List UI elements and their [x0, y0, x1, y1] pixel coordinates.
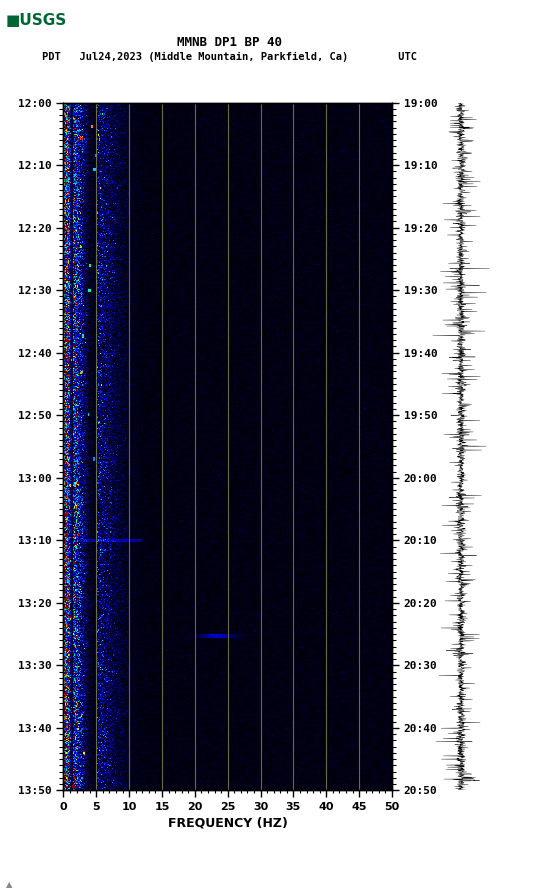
Text: MMNB DP1 BP 40: MMNB DP1 BP 40 [177, 36, 282, 49]
Text: PDT   Jul24,2023 (Middle Mountain, Parkfield, Ca)        UTC: PDT Jul24,2023 (Middle Mountain, Parkfie… [41, 52, 417, 62]
X-axis label: FREQUENCY (HZ): FREQUENCY (HZ) [168, 816, 288, 830]
Text: ▲: ▲ [6, 880, 12, 889]
Text: ■USGS: ■USGS [6, 13, 67, 29]
